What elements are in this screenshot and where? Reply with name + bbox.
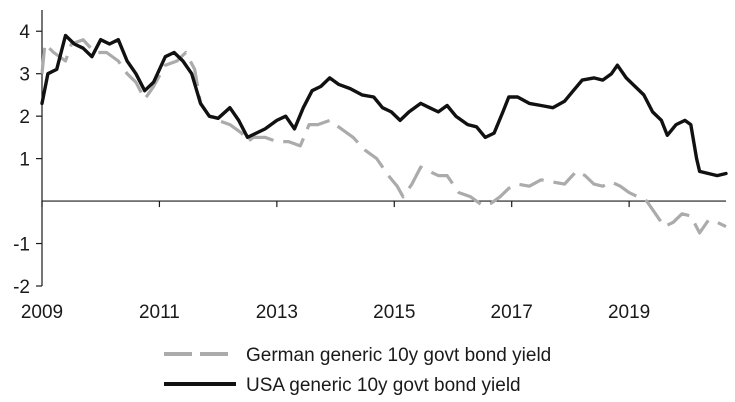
usa-yield-line (40, 33, 728, 178)
y-tick-label: 4 (19, 22, 30, 43)
german-yield-line (40, 38, 727, 235)
legend: German generic 10y govt bond yield USA ge… (164, 345, 551, 396)
legend-label-german: German generic 10y govt bond yield (246, 345, 551, 366)
y-tick-label: 1 (19, 150, 30, 171)
y-tick-label: 2 (19, 107, 30, 128)
y-tick-label: 3 (19, 65, 30, 86)
legend-label-usa: USA generic 10y govt bond yield (246, 375, 521, 396)
x-tick-label: 2011 (139, 302, 180, 323)
x-tick-label: 2013 (256, 302, 298, 323)
x-tick-label: 2009 (21, 302, 63, 323)
plot-area: 4 3 2 1 -1 -2 2009 2011 2013 2015 2017 2019 (13, 10, 728, 323)
y-axis-ticks: 4 3 2 1 -1 -2 (13, 22, 42, 298)
x-tick-label: 2017 (491, 302, 533, 323)
x-tick-label: 2019 (608, 302, 650, 323)
y-tick-label: -1 (13, 235, 30, 256)
x-tick-label: 2015 (373, 302, 415, 323)
series-group (40, 33, 728, 235)
y-tick-label: -2 (13, 277, 30, 298)
x-axis-ticks: 2009 2011 2013 2015 2017 2019 (21, 201, 650, 323)
